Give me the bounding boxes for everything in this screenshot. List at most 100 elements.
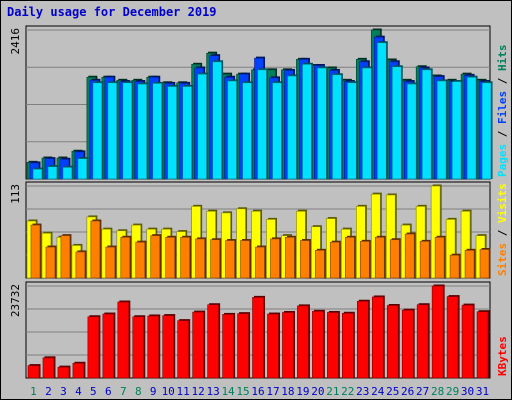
bar-sites-day-8 [135,241,146,279]
bar-sites-day-6 [105,246,116,279]
x-tick-label: 6 [105,385,112,398]
bar-pages-day-9 [152,83,163,180]
legend-pages: Pages [496,144,509,177]
bar-pages [212,60,224,180]
bar-pages [272,81,283,180]
bar-kbytes-day-10 [162,315,175,379]
bar-kbytes [416,303,430,379]
bar-pages-day-20 [317,67,327,180]
bar-kbytes-day-8 [132,316,145,379]
bar-pages-day-21 [332,74,342,180]
bar-sites [374,235,386,279]
x-tick-label: 9 [150,385,157,398]
bar-kbytes-day-27 [416,304,429,379]
bar-sites [30,223,42,279]
bar-sites-day-28 [434,236,445,279]
bar-pages-day-26 [406,83,417,180]
x-tick-label: 8 [135,385,142,398]
bar-sites-day-13 [210,239,220,279]
x-tick-label: 17 [266,385,279,398]
bar-sites-day-25 [389,239,400,279]
bar-kbytes [237,312,251,379]
x-tick-label: 26 [401,385,414,398]
bar-pages [182,84,194,180]
bar-sites [105,245,117,279]
bar-sites-day-5 [90,220,101,279]
bar-kbytes [207,303,221,379]
bar-kbytes [446,295,460,379]
bar-kbytes-day-1 [27,365,40,379]
legend-separator: / [496,71,509,91]
x-tick-label: 27 [416,385,429,398]
bar-pages-day-25 [391,66,402,180]
bar-sites-day-15 [240,240,250,279]
bar-kbytes [42,356,56,379]
bar-sites [315,248,326,279]
bar-kbytes [117,300,131,379]
bar-sites-day-4 [75,251,86,279]
bar-kbytes [356,299,370,379]
bar-sites [225,239,237,279]
bar-kbytes [147,314,161,379]
bar-pages-day-24 [376,42,387,180]
x-tick-label: 4 [75,385,82,398]
bar-sites-day-11 [180,236,190,279]
bar-sites [180,235,192,279]
bar-kbytes-day-16 [252,297,264,379]
bar-sites-day-14 [225,240,235,279]
bar-pages-day-29 [451,81,462,180]
bar-kbytes [327,310,340,379]
bar-pages-day-12 [197,73,207,180]
bar-pages [47,165,59,180]
legend-kbytes: KBytes [496,336,509,376]
bar-pages [77,157,89,180]
bar-kbytes-day-21 [327,312,339,379]
bar-pages-day-23 [361,67,372,180]
bar-sites-day-23 [359,241,370,279]
bar-kbytes-day-6 [102,313,115,379]
bar-sites-day-30 [464,250,475,279]
ymax-label-kbytes: 23732 [9,284,22,317]
bar-sites [195,237,207,279]
bar-sites [300,239,311,279]
bar-pages [227,79,239,180]
bar-kbytes-day-25 [386,305,399,379]
bar-kbytes [342,311,355,379]
x-tick-label: 21 [326,385,339,398]
bar-sites [210,238,222,279]
bar-kbytes-day-22 [342,312,354,379]
bar-pages-day-3 [62,166,73,180]
bar-pages-day-1 [32,168,43,180]
x-tick-label: 24 [371,385,385,398]
bar-pages [436,79,448,180]
bar-pages [167,84,179,180]
x-tick-label: 13 [206,385,219,398]
ymax-label-visits-sites: 113 [9,184,22,204]
bar-pages [361,66,373,180]
bar-pages-day-28 [436,80,447,180]
legend-visits: Visits [496,183,509,223]
x-tick-label: 7 [120,385,127,398]
bar-sites-day-20 [315,250,325,279]
bar-sites [90,219,102,279]
bar-kbytes [282,310,295,379]
bar-pages [152,81,164,180]
bar-kbytes [27,364,41,379]
bar-pages [62,165,74,180]
bar-sites [359,239,371,279]
bar-kbytes-day-17 [267,313,279,379]
bar-kbytes-day-14 [222,314,234,379]
bar-sites [404,232,416,279]
bar-sites [150,234,162,279]
bar-sites [389,238,401,279]
bar-kbytes [476,310,490,379]
bar-kbytes-day-11 [177,320,189,379]
bar-kbytes [192,310,206,379]
legend-hits-files-pages: Pages / Files / Hits [496,45,509,178]
bar-sites-day-2 [45,246,56,279]
bar-pages [481,81,493,180]
bar-pages-day-13 [212,61,222,180]
x-tick-label: 22 [341,385,354,398]
legend-visits-sites: Sites / Visits [496,183,509,276]
bar-kbytes [102,312,116,379]
